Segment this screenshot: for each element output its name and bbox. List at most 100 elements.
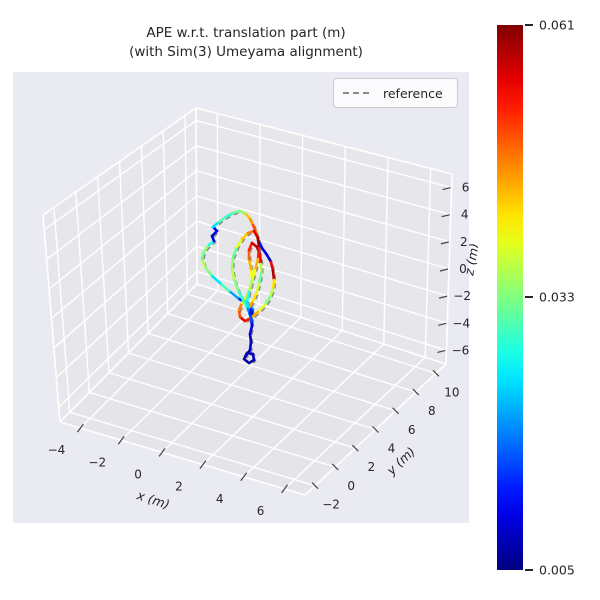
trajectory-segment: [232, 277, 240, 292]
grid-line: [187, 293, 437, 375]
plot-title-line1: APE w.r.t. translation part (m): [146, 25, 346, 41]
tick-mark: [311, 482, 319, 490]
x-tick-label: 4: [216, 492, 224, 506]
grid-line: [58, 270, 198, 408]
trajectory-segment: [247, 257, 253, 271]
y-tick-label: 4: [388, 442, 396, 456]
trajectory-segment: [230, 266, 236, 281]
reference-trajectory: [202, 211, 277, 366]
grid-line: [42, 107, 197, 216]
trajectory-segment: [256, 236, 261, 250]
colorbar: 0.061 0.033 0.005: [478, 0, 600, 600]
grid-line: [195, 107, 453, 175]
y-tick-label: −2: [322, 498, 340, 512]
grid-line: [48, 170, 197, 290]
tick-mark: [240, 472, 248, 482]
trajectory-segment: [253, 257, 260, 272]
trajectory-segment: [256, 303, 267, 314]
grid-line: [196, 145, 451, 216]
trajectory-segment: [271, 269, 276, 282]
pane-floor: [60, 284, 446, 495]
grid-line: [59, 421, 306, 496]
z-tick-label: −2: [453, 289, 471, 303]
tick-mark: [372, 426, 379, 433]
tick-mark: [392, 407, 400, 415]
grid-line: [55, 245, 198, 379]
trajectory-segment: [217, 215, 228, 224]
grid-line: [196, 170, 451, 243]
pane-left-wall: [43, 108, 197, 422]
grid-line: [196, 195, 450, 270]
y-tick-label: 10: [444, 385, 459, 399]
z-axis-label: z (m): [461, 242, 482, 278]
trajectory-segment: [200, 257, 207, 269]
trajectory-segment: [258, 253, 263, 266]
plot-title-line2: (with Sim(3) Umeyama alignment): [129, 44, 363, 60]
tick-mark: [438, 322, 447, 326]
tick-mark: [440, 241, 450, 245]
tick-mark: [158, 448, 166, 457]
z-tick-label: 6: [462, 181, 470, 195]
grid-line: [195, 107, 198, 285]
trajectory-segment: [248, 307, 253, 316]
tick-mark: [351, 444, 359, 452]
tick-mark: [117, 435, 125, 445]
x-tick-label: 2: [175, 480, 183, 494]
trajectory-segment: [231, 245, 239, 259]
x-tick-label: −4: [48, 443, 66, 457]
grid-line: [128, 352, 376, 431]
trajectory-segment: [263, 295, 272, 307]
z-tick-label: 2: [460, 235, 468, 249]
tick-mark: [437, 349, 446, 354]
trajectory-segment: [250, 268, 257, 283]
trajectory-segment: [256, 246, 261, 261]
tick-mark: [439, 268, 449, 272]
z-tick-label: 0: [459, 262, 467, 276]
grid-line: [42, 214, 61, 423]
colorbar-label-mid: 0.033: [539, 289, 575, 305]
legend-label: reference: [383, 85, 443, 101]
trajectory-segment: [209, 273, 222, 285]
grid-line: [196, 245, 448, 324]
grid-line: [147, 332, 396, 412]
tick-mark: [432, 369, 440, 377]
trajectory-segment: [248, 340, 253, 352]
grid-line: [43, 120, 197, 231]
trajectory-segment: [227, 289, 240, 300]
trajectory-segment: [247, 279, 254, 294]
grid-line: [51, 195, 197, 320]
legend-dashed-line-icon: [343, 92, 373, 94]
grid-line: [445, 173, 453, 365]
trajectory-segment: [203, 265, 213, 277]
tick-mark: [281, 484, 289, 494]
trajectory-segment: [243, 348, 252, 359]
y-tick-label: 2: [368, 460, 376, 474]
grid-line: [196, 220, 449, 297]
z-tick-label: 4: [461, 208, 469, 222]
trajectory-segment: [248, 332, 253, 344]
z-tick-label: −4: [452, 316, 470, 330]
grid-line: [53, 220, 198, 349]
grid-line: [46, 145, 197, 260]
grid-line: [89, 391, 336, 468]
grid-line: [108, 372, 356, 449]
trajectory-segment: [202, 243, 211, 253]
z-tick-label: −6: [452, 343, 470, 357]
y-tick-label: 0: [347, 479, 355, 493]
trajectory-segment: [240, 231, 250, 241]
trajectory-segment: [268, 287, 275, 299]
x-tick-label: 6: [257, 504, 265, 518]
trajectory-segment: [257, 272, 263, 286]
trajectory-segment: [260, 246, 269, 257]
tick-mark: [199, 460, 207, 469]
colorbar-tick-mid: [525, 296, 533, 298]
colorbar-label-min: 0.005: [539, 562, 575, 578]
plot-title: APE w.r.t. translation part (m) (with Si…: [46, 24, 446, 62]
trajectory-segment: [265, 253, 273, 264]
tick-mark: [442, 186, 451, 191]
grid-line: [167, 312, 416, 393]
tick-mark: [412, 388, 420, 396]
trajectory-segment: [250, 292, 258, 305]
colorbar-label-max: 0.061: [539, 17, 575, 33]
legend: reference: [333, 78, 458, 108]
